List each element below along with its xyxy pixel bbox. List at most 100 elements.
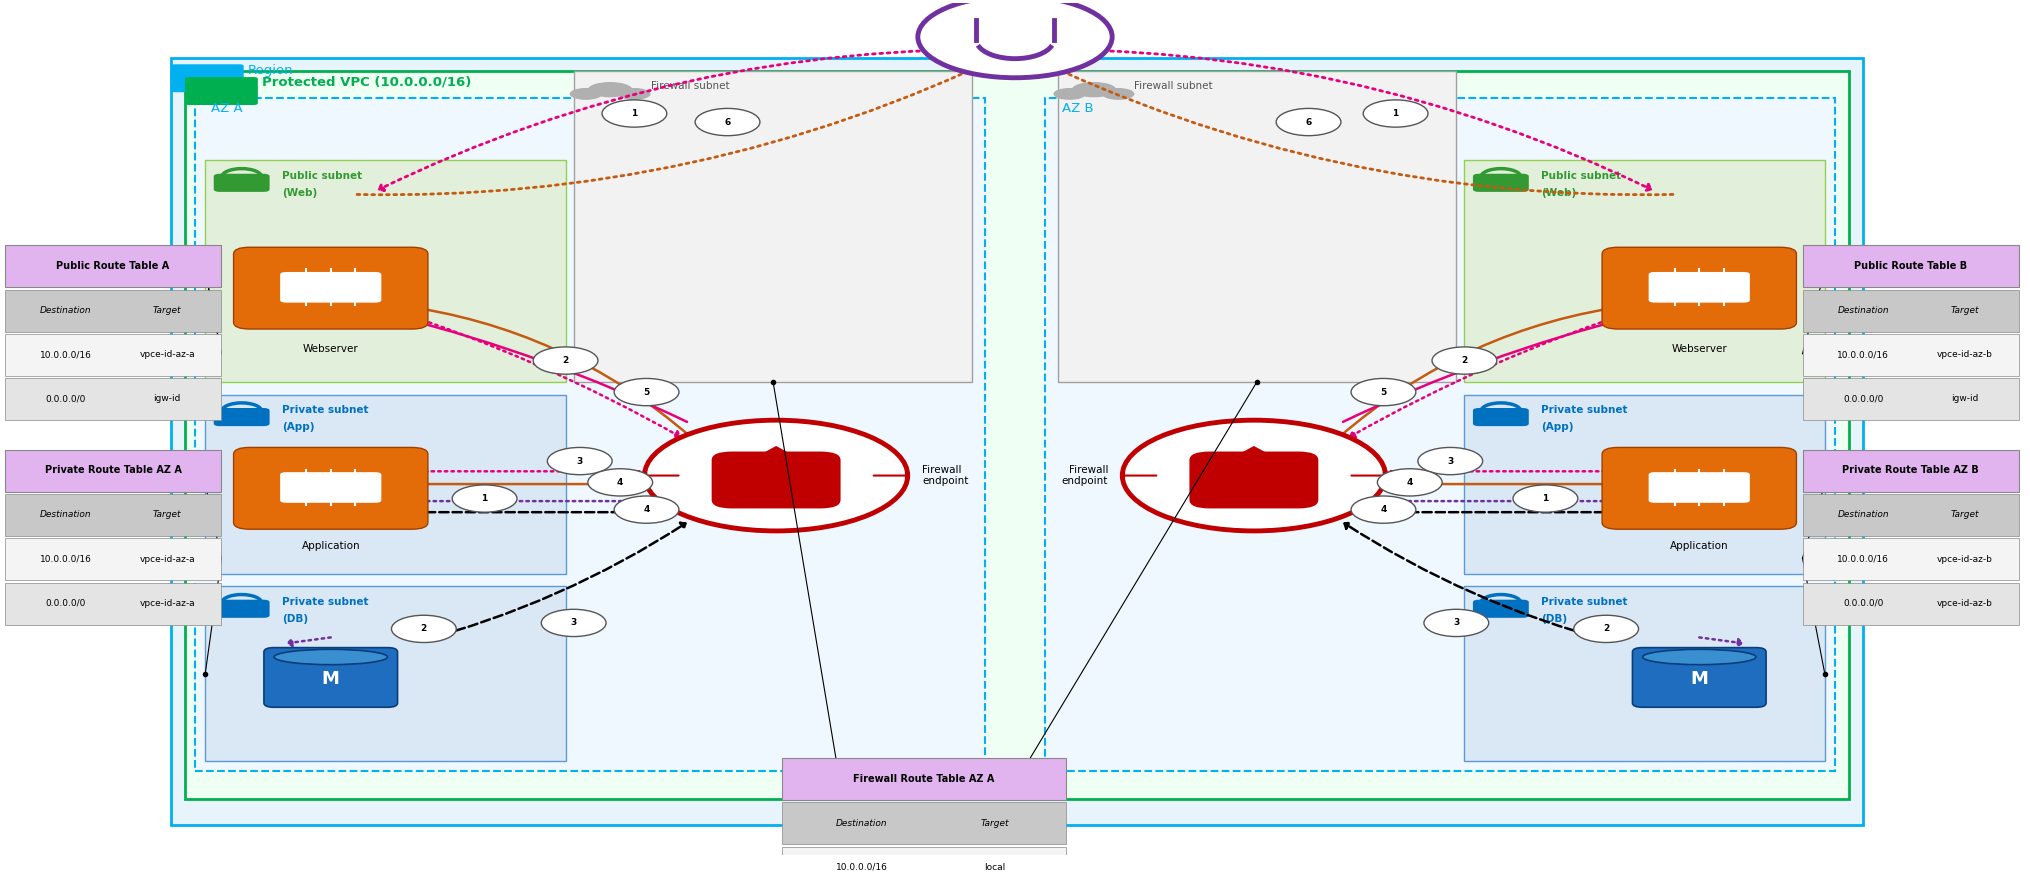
Circle shape: [534, 347, 599, 374]
Text: (App): (App): [282, 422, 315, 432]
Text: Firewall subnet: Firewall subnet: [1135, 81, 1214, 92]
Ellipse shape: [274, 650, 388, 664]
Text: vpce-id-az-b: vpce-id-az-b: [1937, 555, 1993, 563]
FancyBboxPatch shape: [205, 586, 566, 761]
Text: vpce-id-az-a: vpce-id-az-a: [140, 599, 195, 608]
FancyBboxPatch shape: [171, 58, 1864, 825]
Text: Private subnet: Private subnet: [282, 405, 369, 415]
Text: vpce-id-az-a: vpce-id-az-a: [140, 351, 195, 359]
FancyBboxPatch shape: [195, 99, 985, 771]
FancyBboxPatch shape: [4, 450, 221, 492]
FancyBboxPatch shape: [1803, 538, 2020, 581]
Text: 6: 6: [1305, 118, 1311, 126]
Circle shape: [1352, 496, 1415, 523]
FancyBboxPatch shape: [205, 160, 566, 382]
Circle shape: [542, 610, 607, 637]
FancyBboxPatch shape: [233, 248, 428, 329]
Text: Private Route Table AZ B: Private Route Table AZ B: [1843, 466, 1979, 475]
Circle shape: [548, 447, 613, 474]
FancyBboxPatch shape: [1474, 600, 1529, 617]
Text: 3: 3: [1453, 618, 1460, 628]
FancyBboxPatch shape: [4, 290, 221, 331]
Text: 2: 2: [1604, 624, 1610, 633]
FancyBboxPatch shape: [205, 395, 566, 574]
Text: Target: Target: [1951, 510, 1979, 519]
Text: Destination: Destination: [41, 306, 91, 315]
Text: (Web): (Web): [282, 187, 317, 198]
Text: (DB): (DB): [1541, 614, 1567, 623]
Ellipse shape: [1072, 82, 1117, 98]
FancyBboxPatch shape: [213, 600, 270, 617]
Text: Firewall subnet: Firewall subnet: [650, 81, 729, 92]
Text: 0.0.0.0/0: 0.0.0.0/0: [45, 599, 85, 608]
Circle shape: [1123, 420, 1384, 531]
Text: 0.0.0.0/0: 0.0.0.0/0: [45, 394, 85, 404]
FancyBboxPatch shape: [713, 452, 840, 508]
Text: Public Route Table A: Public Route Table A: [57, 261, 171, 271]
Text: 2: 2: [562, 356, 568, 365]
Text: 10.0.0.0/16: 10.0.0.0/16: [39, 555, 91, 563]
Text: Application: Application: [1671, 542, 1730, 551]
FancyBboxPatch shape: [574, 71, 972, 382]
Text: 4: 4: [1380, 505, 1386, 514]
FancyBboxPatch shape: [1058, 71, 1456, 382]
Ellipse shape: [1102, 88, 1135, 100]
Text: Application: Application: [300, 542, 359, 551]
Text: (Web): (Web): [1541, 187, 1577, 198]
FancyBboxPatch shape: [4, 334, 221, 376]
FancyBboxPatch shape: [1803, 582, 2020, 624]
Text: AZ A: AZ A: [211, 102, 244, 115]
Text: Region: Region: [248, 65, 294, 78]
FancyBboxPatch shape: [171, 65, 244, 92]
Circle shape: [1364, 100, 1427, 127]
FancyBboxPatch shape: [4, 378, 221, 420]
Text: Private subnet: Private subnet: [1541, 596, 1628, 607]
FancyBboxPatch shape: [1190, 452, 1317, 508]
Text: 3: 3: [570, 618, 577, 628]
FancyBboxPatch shape: [4, 538, 221, 581]
Circle shape: [392, 616, 457, 643]
Circle shape: [646, 420, 907, 531]
Ellipse shape: [589, 82, 633, 98]
Ellipse shape: [1642, 650, 1756, 664]
FancyBboxPatch shape: [213, 408, 270, 426]
Text: 0.0.0.0/0: 0.0.0.0/0: [1843, 394, 1884, 404]
Text: 3: 3: [577, 457, 583, 466]
Text: Private subnet: Private subnet: [1541, 405, 1628, 415]
Text: vpce-id-az-b: vpce-id-az-b: [1937, 599, 1993, 608]
Text: Target: Target: [152, 510, 181, 519]
FancyBboxPatch shape: [4, 245, 221, 287]
Ellipse shape: [1054, 88, 1086, 100]
Text: 4: 4: [644, 505, 650, 514]
FancyBboxPatch shape: [1632, 648, 1766, 707]
Text: Destination: Destination: [1837, 510, 1890, 519]
FancyBboxPatch shape: [4, 582, 221, 624]
FancyBboxPatch shape: [1803, 290, 2020, 331]
Text: 1: 1: [631, 109, 637, 118]
Text: Private subnet: Private subnet: [282, 596, 369, 607]
Text: 1: 1: [1393, 109, 1399, 118]
Text: vpce-id-az-b: vpce-id-az-b: [1937, 351, 1993, 359]
Text: Public Route Table B: Public Route Table B: [1853, 261, 1967, 271]
FancyBboxPatch shape: [280, 272, 382, 303]
Text: 2: 2: [1462, 356, 1468, 365]
Circle shape: [1417, 447, 1482, 474]
Circle shape: [1423, 610, 1488, 637]
Circle shape: [1431, 347, 1496, 374]
FancyBboxPatch shape: [1803, 334, 2020, 376]
Text: igw-id: igw-id: [1951, 394, 1979, 404]
Circle shape: [615, 378, 678, 405]
Text: 1: 1: [481, 494, 487, 503]
FancyBboxPatch shape: [782, 758, 1066, 800]
Text: Webserver: Webserver: [302, 344, 359, 353]
Text: Destination: Destination: [41, 510, 91, 519]
Ellipse shape: [570, 88, 603, 100]
Text: AZ B: AZ B: [1062, 102, 1094, 115]
Circle shape: [1512, 485, 1577, 512]
Text: 3: 3: [1447, 457, 1453, 466]
FancyBboxPatch shape: [1464, 160, 1825, 382]
Circle shape: [1573, 616, 1638, 643]
FancyBboxPatch shape: [185, 77, 258, 105]
FancyBboxPatch shape: [1648, 272, 1750, 303]
Text: 4: 4: [617, 478, 623, 487]
